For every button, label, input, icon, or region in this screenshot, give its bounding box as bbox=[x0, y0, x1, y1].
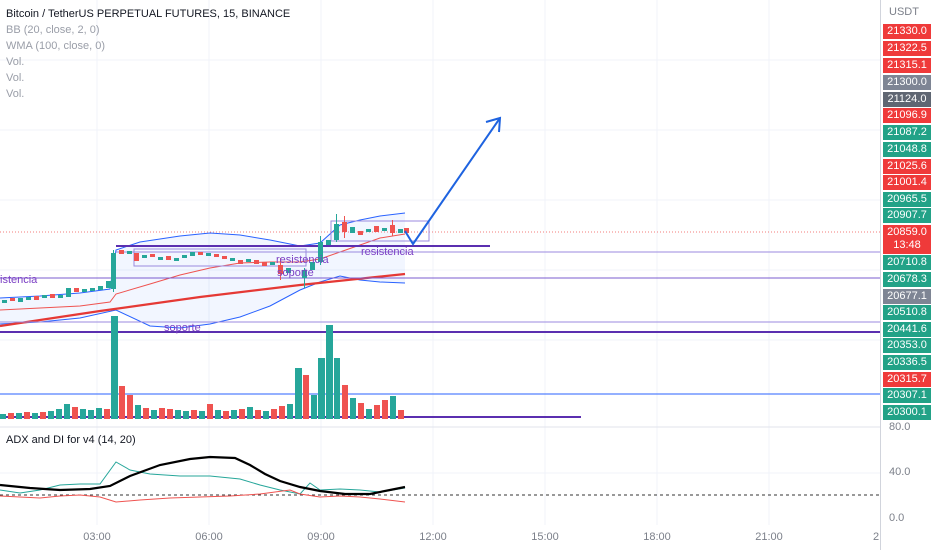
price-chart[interactable] bbox=[0, 0, 880, 550]
time-label-1500: 15:00 bbox=[531, 531, 559, 543]
price-label: 21322.5 bbox=[883, 41, 931, 56]
chart-area[interactable]: Bitcoin / TetherUS PERPETUAL FUTURES, 15… bbox=[0, 0, 880, 550]
indicator-vol-1[interactable]: Vol. bbox=[6, 56, 25, 68]
candles bbox=[2, 214, 409, 303]
price-label: 21048.8 bbox=[883, 142, 931, 157]
label-soporte-mid: soporte bbox=[277, 267, 314, 279]
price-label: 21025.6 bbox=[883, 159, 931, 174]
time-label-next-day: 2 bbox=[872, 531, 880, 543]
adx-legend[interactable]: ADX and DI for v4 (14, 20) bbox=[6, 434, 136, 446]
adx-tick-0: 0.0 bbox=[889, 512, 905, 524]
wma-line bbox=[0, 272, 406, 328]
current-price-label: 20859.0 13:48 bbox=[883, 225, 931, 254]
price-label: 20441.6 bbox=[883, 322, 931, 337]
price-label: 20907.7 bbox=[883, 208, 931, 223]
time-label-0600: 06:00 bbox=[195, 531, 223, 543]
adx-tick-80: 80.0 bbox=[889, 421, 911, 433]
label-resistencia-mid: resistencia bbox=[276, 254, 329, 266]
price-label: 20353.0 bbox=[883, 338, 931, 353]
candle-countdown: 13:48 bbox=[893, 239, 921, 251]
adx-line bbox=[0, 455, 406, 496]
price-label: 21300.0 bbox=[883, 75, 931, 90]
indicator-wma[interactable]: WMA (100, close, 0) bbox=[6, 40, 106, 52]
indicator-vol-2[interactable]: Vol. bbox=[6, 72, 25, 84]
price-label: 20510.8 bbox=[883, 305, 931, 320]
volume-bars bbox=[0, 316, 404, 419]
price-label: 20307.1 bbox=[883, 388, 931, 403]
indicator-bb[interactable]: BB (20, close, 2, 0) bbox=[6, 24, 100, 36]
time-label-1200: 12:00 bbox=[419, 531, 447, 543]
time-label-0900: 09:00 bbox=[307, 531, 335, 543]
symbol-title[interactable]: Bitcoin / TetherUS PERPETUAL FUTURES, 15… bbox=[6, 8, 291, 20]
price-scale-unit[interactable]: USDT bbox=[889, 6, 919, 18]
price-label: 20315.7 bbox=[883, 372, 931, 387]
projection-arrow bbox=[404, 116, 502, 246]
price-label: 21001.4 bbox=[883, 175, 931, 190]
price-label: 20965.5 bbox=[883, 192, 931, 207]
grid-lines bbox=[0, 0, 880, 525]
price-label: 20300.1 bbox=[883, 405, 931, 420]
di-minus-line bbox=[0, 489, 406, 503]
price-label: 21124.0 bbox=[883, 92, 931, 107]
label-resistencia-right: resistencia bbox=[361, 246, 414, 258]
bb-band-fill bbox=[0, 213, 405, 328]
adx-tick-40: 40.0 bbox=[889, 466, 911, 478]
indicator-vol-3[interactable]: Vol. bbox=[6, 88, 25, 100]
label-resistencia-left: istencia bbox=[0, 274, 38, 286]
price-label: 20678.3 bbox=[883, 272, 931, 287]
current-price-value: 20859.0 bbox=[887, 226, 927, 238]
di-plus-line bbox=[0, 461, 406, 495]
label-soporte-bottom: soporte bbox=[164, 322, 201, 334]
time-label-0300: 03:00 bbox=[83, 531, 111, 543]
price-label: 21087.2 bbox=[883, 125, 931, 140]
price-label: 20336.5 bbox=[883, 355, 931, 370]
price-label: 20677.1 bbox=[883, 289, 931, 304]
price-scale[interactable]: USDT 21330.0 21322.5 21315.1 21300.0 211… bbox=[880, 0, 932, 550]
range-box-right bbox=[330, 220, 430, 242]
price-label: 21096.9 bbox=[883, 108, 931, 123]
price-label: 21315.1 bbox=[883, 58, 931, 73]
price-label: 21330.0 bbox=[883, 24, 931, 39]
chart-legend: Bitcoin / TetherUS PERPETUAL FUTURES, 15… bbox=[6, 6, 290, 102]
time-label-2100: 21:00 bbox=[755, 531, 783, 543]
price-label: 20710.8 bbox=[883, 255, 931, 270]
time-label-1800: 18:00 bbox=[643, 531, 671, 543]
